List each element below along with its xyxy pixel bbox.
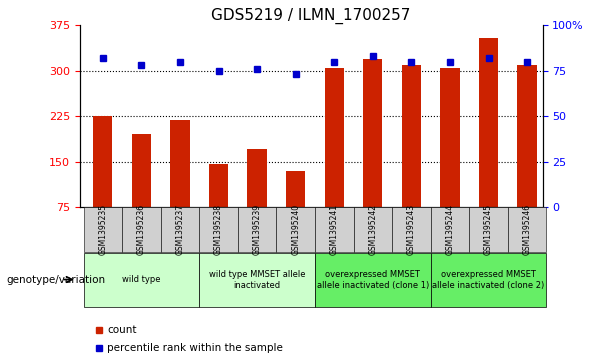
Bar — [325, 68, 344, 252]
Text: GSM1395241: GSM1395241 — [330, 204, 339, 255]
Text: GSM1395243: GSM1395243 — [407, 204, 416, 255]
Bar — [479, 37, 498, 252]
Text: GSM1395244: GSM1395244 — [446, 204, 454, 255]
Bar — [517, 65, 537, 252]
Text: percentile rank within the sample: percentile rank within the sample — [107, 343, 283, 354]
Text: GSM1395239: GSM1395239 — [253, 204, 262, 255]
Text: GSM1395238: GSM1395238 — [214, 204, 223, 255]
Text: count: count — [107, 325, 137, 335]
Bar — [170, 121, 189, 252]
Bar — [402, 65, 421, 252]
Text: genotype/variation: genotype/variation — [6, 274, 105, 285]
Bar — [93, 115, 112, 252]
Text: overexpressed MMSET
allele inactivated (clone 2): overexpressed MMSET allele inactivated (… — [432, 270, 544, 290]
Bar — [132, 134, 151, 252]
Text: GSM1395245: GSM1395245 — [484, 204, 493, 255]
Text: GSM1395246: GSM1395246 — [522, 204, 531, 255]
Text: overexpressed MMSET
allele inactivated (clone 1): overexpressed MMSET allele inactivated (… — [317, 270, 429, 290]
Text: wild type MMSET allele
inactivated: wild type MMSET allele inactivated — [209, 270, 305, 290]
Text: wild type: wild type — [122, 276, 161, 284]
Text: GSM1395236: GSM1395236 — [137, 204, 146, 255]
Text: GSM1395237: GSM1395237 — [175, 204, 185, 255]
Bar — [286, 171, 305, 252]
Title: GDS5219 / ILMN_1700257: GDS5219 / ILMN_1700257 — [211, 8, 411, 24]
Text: GSM1395240: GSM1395240 — [291, 204, 300, 255]
Text: GSM1395242: GSM1395242 — [368, 204, 378, 255]
Bar — [209, 164, 228, 252]
Bar — [363, 59, 383, 252]
Text: GSM1395235: GSM1395235 — [98, 204, 107, 255]
Bar — [440, 68, 460, 252]
Bar — [248, 149, 267, 252]
